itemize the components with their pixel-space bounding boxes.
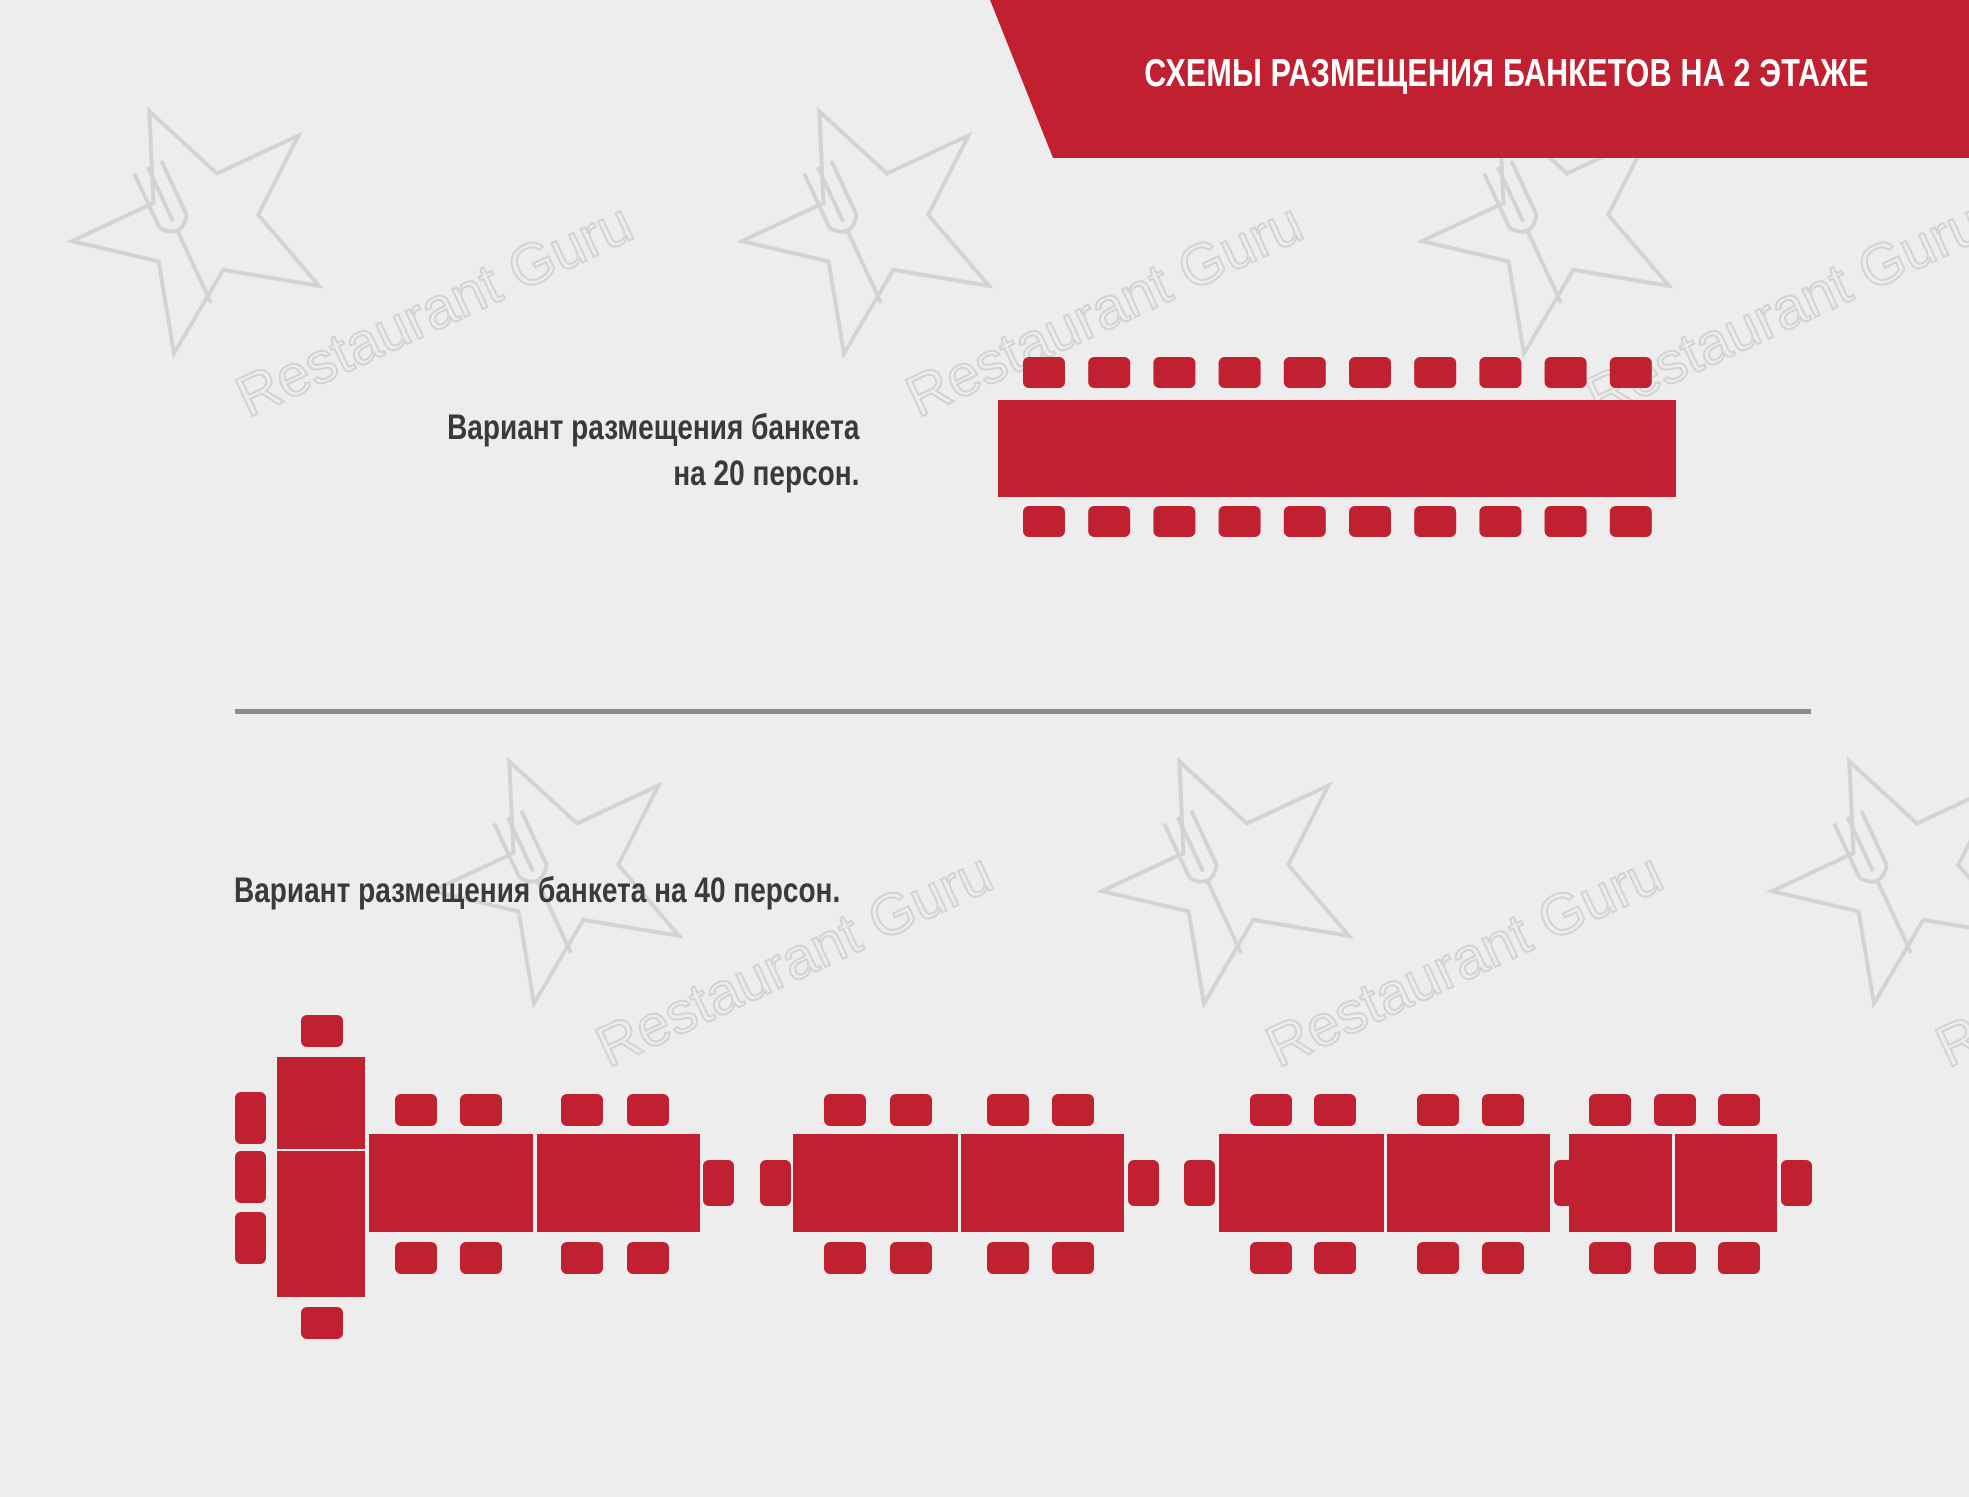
chair (235, 1151, 266, 1203)
page-title: СХЕМЫ РАЗМЕЩЕНИЯ БАНКЕТОВ НА 2 ЭТАЖЕ (1144, 52, 1869, 95)
chair (1314, 1094, 1356, 1126)
banquet-table (793, 1134, 958, 1232)
banquet-table (1387, 1134, 1550, 1232)
chair (1654, 1242, 1696, 1274)
chair (395, 1242, 437, 1274)
chair (235, 1212, 266, 1264)
caption-banquet-20-line1: Вариант размещения банкета (446, 408, 859, 447)
chair (1283, 506, 1326, 537)
header-banner (990, 0, 1969, 158)
banquet-table (998, 400, 1676, 497)
chair (1314, 1242, 1356, 1274)
chair (1153, 357, 1196, 388)
chair (301, 1307, 343, 1339)
chair (890, 1094, 932, 1126)
chair (1718, 1094, 1760, 1126)
chair (1349, 506, 1391, 537)
chair (1654, 1094, 1696, 1126)
chair (1414, 357, 1457, 388)
chair (987, 1242, 1029, 1274)
chair (1218, 506, 1261, 537)
chair (1609, 357, 1652, 388)
caption-banquet-40: Вариант размещения банкета на 40 персон. (234, 871, 841, 910)
chair (1349, 357, 1391, 388)
chair (760, 1160, 791, 1206)
chair (890, 1242, 932, 1274)
chair (1052, 1242, 1094, 1274)
chair (301, 1015, 343, 1047)
banquet-table (1675, 1134, 1777, 1232)
chair (1414, 506, 1457, 537)
chair (1153, 506, 1196, 537)
chair (627, 1242, 669, 1274)
chair (1544, 357, 1587, 388)
banquet-table (537, 1134, 700, 1232)
chair (1250, 1094, 1292, 1126)
banquet-table (1569, 1134, 1672, 1232)
chair (1184, 1160, 1215, 1206)
chair (824, 1094, 866, 1126)
chair (1718, 1242, 1760, 1274)
chair (561, 1094, 603, 1126)
chair (1218, 357, 1261, 388)
caption-banquet-20-line2: на 20 персон. (672, 454, 859, 493)
chair (1781, 1160, 1812, 1206)
chair (1088, 357, 1131, 388)
chair (1283, 357, 1326, 388)
chair (235, 1092, 266, 1144)
chair (1023, 506, 1065, 537)
chair (1609, 506, 1652, 537)
chair (703, 1160, 734, 1206)
chair (1479, 357, 1522, 388)
chair (987, 1094, 1029, 1126)
banquet-40-layout (235, 1015, 1812, 1339)
banquet-20-layout (998, 357, 1676, 537)
chair (627, 1094, 669, 1126)
section-divider (235, 709, 1811, 714)
chair (1544, 506, 1587, 537)
chair (1417, 1242, 1459, 1274)
chair (1088, 506, 1131, 537)
banquet-table (369, 1134, 533, 1232)
chair (1482, 1094, 1524, 1126)
chair (1052, 1094, 1094, 1126)
banquet-table (1219, 1134, 1384, 1232)
chair (1589, 1094, 1631, 1126)
chair (824, 1242, 866, 1274)
chair (1482, 1242, 1524, 1274)
chair (1479, 506, 1522, 537)
chair (1250, 1242, 1292, 1274)
banquet-table (277, 1151, 365, 1297)
chair (1589, 1242, 1631, 1274)
banquet-table (961, 1134, 1124, 1232)
chair (561, 1242, 603, 1274)
header-banner-shape (990, 0, 1969, 158)
chair (460, 1094, 502, 1126)
chair (460, 1242, 502, 1274)
chair (1128, 1160, 1159, 1206)
caption-banquet-20: Вариант размещения банкета на 20 персон. (447, 405, 859, 497)
chair (1417, 1094, 1459, 1126)
chair (1023, 357, 1065, 388)
banquet-table (277, 1057, 365, 1149)
chair (395, 1094, 437, 1126)
